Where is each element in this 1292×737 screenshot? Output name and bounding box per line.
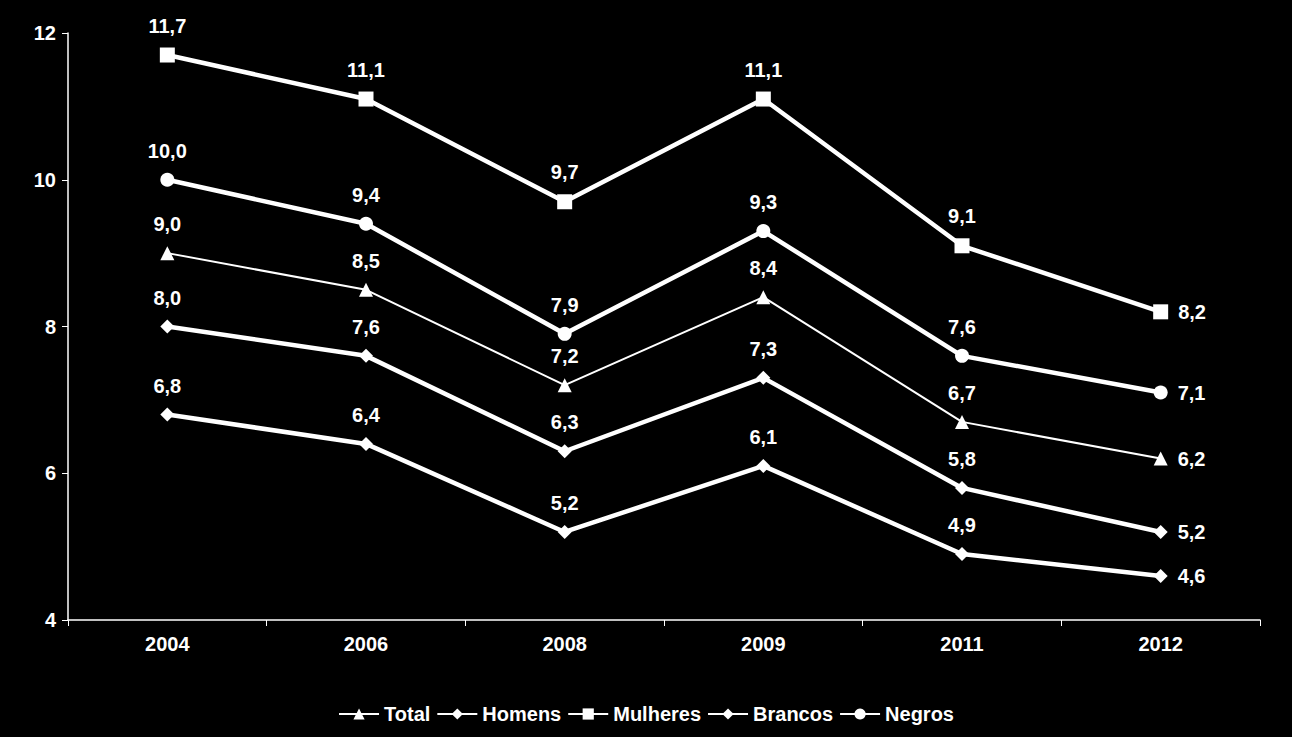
- svg-text:Mulheres: Mulheres: [613, 703, 701, 725]
- svg-text:7,1: 7,1: [1178, 382, 1206, 404]
- svg-text:9,0: 9,0: [153, 213, 181, 235]
- svg-text:5,2: 5,2: [1178, 521, 1206, 543]
- svg-text:7,6: 7,6: [352, 316, 380, 338]
- svg-text:8: 8: [45, 316, 56, 338]
- svg-text:7,9: 7,9: [551, 294, 579, 316]
- svg-text:7,3: 7,3: [749, 338, 777, 360]
- svg-text:5,2: 5,2: [551, 492, 579, 514]
- svg-text:Negros: Negros: [885, 703, 954, 725]
- svg-text:11,1: 11,1: [744, 59, 782, 81]
- svg-text:2011: 2011: [940, 633, 983, 655]
- svg-text:6,2: 6,2: [1178, 448, 1206, 470]
- svg-text:6,4: 6,4: [352, 404, 381, 426]
- svg-text:6,1: 6,1: [749, 426, 777, 448]
- svg-text:7,6: 7,6: [948, 316, 976, 338]
- svg-text:5,8: 5,8: [948, 448, 976, 470]
- svg-text:4,6: 4,6: [1178, 565, 1206, 587]
- svg-text:6: 6: [45, 462, 56, 484]
- svg-text:Brancos: Brancos: [753, 703, 833, 725]
- svg-text:9,1: 9,1: [948, 205, 976, 227]
- svg-text:4,9: 4,9: [948, 514, 976, 536]
- svg-text:6,3: 6,3: [551, 411, 579, 433]
- svg-text:Homens: Homens: [482, 703, 561, 725]
- svg-text:4: 4: [45, 609, 57, 631]
- svg-text:6,8: 6,8: [153, 375, 181, 397]
- svg-text:2009: 2009: [741, 633, 786, 655]
- svg-text:9,7: 9,7: [551, 161, 579, 183]
- svg-text:8,5: 8,5: [352, 250, 380, 272]
- svg-text:11,7: 11,7: [148, 15, 186, 37]
- svg-text:2008: 2008: [542, 633, 587, 655]
- svg-text:12: 12: [34, 22, 56, 44]
- svg-text:11,1: 11,1: [347, 59, 385, 81]
- svg-text:10,0: 10,0: [148, 140, 187, 162]
- svg-text:Total: Total: [384, 703, 430, 725]
- svg-text:2012: 2012: [1138, 633, 1183, 655]
- svg-text:7,2: 7,2: [551, 345, 579, 367]
- svg-text:8,4: 8,4: [749, 257, 778, 279]
- svg-text:10: 10: [34, 169, 56, 191]
- svg-text:6,7: 6,7: [948, 382, 976, 404]
- svg-text:2004: 2004: [145, 633, 190, 655]
- svg-text:8,0: 8,0: [153, 287, 181, 309]
- svg-text:9,4: 9,4: [352, 184, 381, 206]
- svg-text:8,2: 8,2: [1178, 301, 1206, 323]
- svg-text:9,3: 9,3: [749, 191, 777, 213]
- svg-text:2006: 2006: [344, 633, 389, 655]
